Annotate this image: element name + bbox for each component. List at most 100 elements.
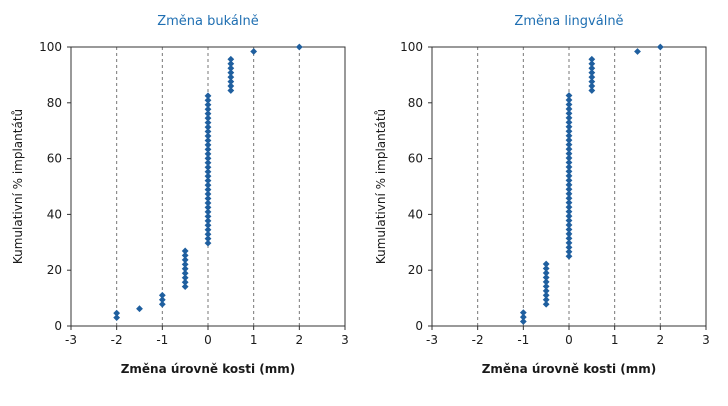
data-point [565,150,573,157]
data-point [542,296,550,304]
y-tick-label: 40 [47,207,62,221]
data-point [565,136,573,144]
data-point [542,291,550,299]
data-point [565,208,573,216]
data-point [204,208,212,216]
data-point [565,159,573,166]
data-point [204,110,212,118]
data-point [588,55,596,63]
data-point [565,181,573,189]
data-point [204,168,212,176]
data-point [565,203,573,211]
data-point [565,92,573,99]
data-point [227,60,235,68]
data-point [565,141,573,149]
data-point [227,87,235,94]
data-point [227,55,235,63]
data-point [542,260,550,268]
x-tick-label: -3 [65,333,77,347]
data-point [204,101,212,109]
y-tick-label: 0 [54,319,62,333]
data-point [204,217,212,225]
data-point [204,141,212,149]
data-point [204,199,212,207]
data-point [565,127,573,135]
data-point [565,105,573,113]
data-point [181,247,189,255]
x-tick-label: 1 [611,333,619,347]
data-point [113,314,121,322]
data-point [227,64,235,72]
data-point [565,123,573,131]
x-tick-label: 3 [341,333,349,347]
data-point [565,217,573,224]
y-axis-label: Kumulativní % implantátů [11,109,25,264]
data-point [588,87,596,94]
data-point [565,226,573,233]
data-point [181,283,189,291]
y-tick-label: 60 [408,152,423,166]
data-point [204,154,212,162]
data-point [158,296,166,304]
data-point [204,163,212,171]
data-point [565,132,573,140]
data-point [136,305,143,313]
data-point [565,248,573,256]
x-tick-label: 3 [702,333,710,347]
data-point [227,78,235,85]
data-point [227,82,235,90]
data-point [204,137,212,144]
data-point [204,159,212,167]
data-point [542,287,550,295]
y-tick-label: 0 [415,319,423,333]
data-point [204,230,212,238]
data-point [204,186,212,193]
data-point [204,132,212,140]
data-point [542,282,550,290]
chart-buccal: Změna bukálně -3 -2 -1 0 1 2 3 0 20 40 60 80 100 Změna… [11,14,349,376]
data-point [565,154,573,162]
data-point [542,278,550,286]
y-tick-label: 80 [47,96,62,110]
x-tick-label: 2 [657,333,665,347]
data-point [565,190,573,198]
data-point [565,230,573,238]
data-point [204,221,212,229]
data-point [588,69,596,77]
data-point [565,110,573,117]
data-point [204,119,212,127]
chart-lingual: Změna lingválně -3 -2 -1 0 1 2 3 0 20 40 60 80 100 Změ… [374,14,710,376]
data-point [181,252,189,259]
data-point [204,190,212,198]
data-point [588,78,596,85]
y-tick-label: 20 [408,263,423,277]
data-point [204,177,212,185]
data-point [565,118,573,126]
data-point [565,194,573,202]
data-point [204,96,212,104]
x-tick-label: -2 [111,333,123,347]
data-point [204,105,212,113]
x-axis-label: Změna úrovně kosti (mm) [482,362,657,376]
data-point [204,181,212,189]
data-point [204,128,212,135]
data-point [656,43,664,51]
x-tick-label: 2 [296,333,304,347]
data-point [588,82,596,90]
data-point [565,252,573,260]
data-point [565,172,573,180]
data-point [565,212,573,220]
data-point [542,300,550,308]
data-point [588,73,596,81]
data-point [565,234,573,242]
data-point [204,204,212,211]
data-point [519,318,527,325]
data-point [542,269,550,277]
data-point [204,195,212,202]
data-point [204,114,212,122]
x-tick-label: 1 [250,333,258,347]
data-point [250,48,258,55]
data-point [565,163,573,171]
data-point [204,123,212,131]
data-point [565,96,573,104]
